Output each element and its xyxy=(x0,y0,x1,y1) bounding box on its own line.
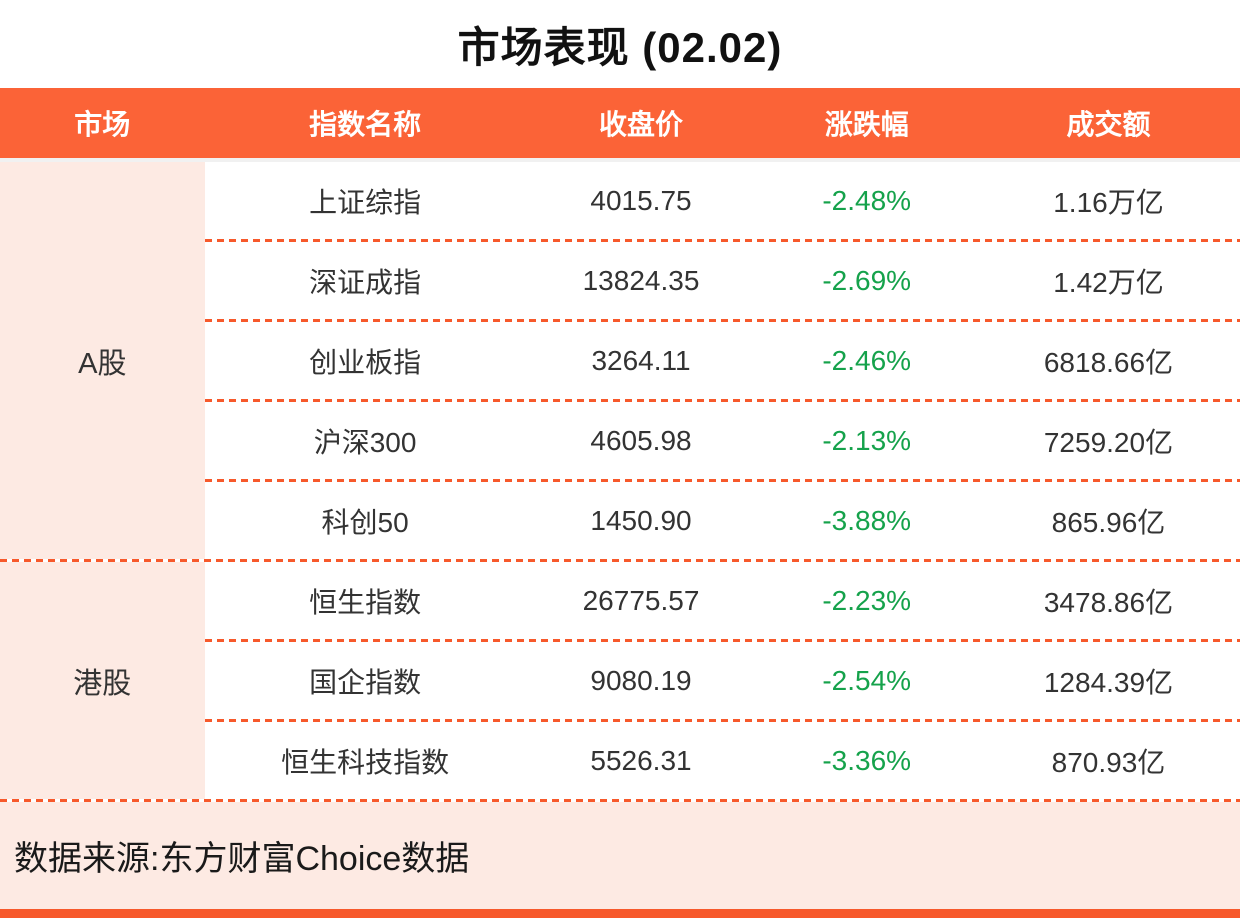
change-percent: -3.88% xyxy=(822,504,912,536)
turnover: 7259.20亿 xyxy=(1043,426,1174,458)
turnover: 3478.86亿 xyxy=(1043,586,1174,618)
index-name: 恒生指数 xyxy=(309,586,422,618)
row-divider xyxy=(204,319,1240,322)
table-row: 国企指数 9080.19 -2.54% 1284.39亿 xyxy=(205,642,1240,719)
section-divider xyxy=(0,559,1240,562)
table-row: 上证综指 4015.75 -2.48% 1.16万亿 xyxy=(205,162,1240,239)
column-header-change: 涨跌幅 xyxy=(824,109,909,140)
close-price: 4015.75 xyxy=(590,184,692,216)
turnover: 870.93亿 xyxy=(1051,746,1166,778)
row-divider xyxy=(204,399,1240,402)
turnover: 6818.66亿 xyxy=(1043,346,1174,378)
column-header-turnover: 成交额 xyxy=(1066,109,1151,140)
close-price: 1450.90 xyxy=(590,504,692,536)
header-divider xyxy=(0,158,1240,162)
column-header-close: 收盘价 xyxy=(599,109,684,140)
index-name: 上证综指 xyxy=(309,186,422,218)
table-body: A股 上证综指 4015.75 -2.48% 1.16万亿深证成指 13824.35 -2.… xyxy=(0,162,1240,802)
close-price: 9080.19 xyxy=(590,664,692,696)
data-source-label: 数据来源:东方财富Choice数据 xyxy=(14,840,470,878)
turnover: 1.42万亿 xyxy=(1053,266,1164,298)
close-price: 3264.11 xyxy=(591,344,691,376)
index-name: 科创50 xyxy=(321,506,409,538)
turnover: 865.96亿 xyxy=(1051,506,1166,538)
index-name: 国企指数 xyxy=(309,666,422,698)
table-row: 恒生科技指数 5526.31 -3.36% 870.93亿 xyxy=(205,722,1240,799)
row-divider xyxy=(204,639,1240,642)
section-rows: 上证综指 4015.75 -2.48% 1.16万亿深证成指 13824.35 -2.69… xyxy=(204,162,1240,559)
table-row: 沪深300 4605.98 -2.13% 7259.20亿 xyxy=(205,402,1240,479)
change-percent: -2.69% xyxy=(822,264,912,296)
index-name: 沪深300 xyxy=(313,426,417,458)
turnover: 1.16万亿 xyxy=(1053,186,1164,218)
change-percent: -3.36% xyxy=(822,744,912,776)
table-row: 科创50 1450.90 -3.88% 865.96亿 xyxy=(205,482,1240,559)
column-header-market: 市场 xyxy=(74,109,131,140)
table-row: 创业板指 3264.11 -2.46% 6818.66亿 xyxy=(205,322,1240,399)
market-section: A股 上证综指 4015.75 -2.48% 1.16万亿深证成指 13824.35 -2.… xyxy=(0,162,1240,559)
table-row: 深证成指 13824.35 -2.69% 1.42万亿 xyxy=(205,242,1240,319)
index-name: 深证成指 xyxy=(309,266,422,298)
column-header-name: 指数名称 xyxy=(309,109,422,140)
table-row: 恒生指数 26775.57 -2.23% 3478.86亿 xyxy=(205,562,1240,639)
table-header-row: 市场 指数名称 收盘价 涨跌幅 成交额 xyxy=(0,88,1240,158)
change-percent: -2.13% xyxy=(822,424,912,456)
close-price: 4605.98 xyxy=(590,424,692,456)
change-percent: -2.46% xyxy=(822,344,912,376)
market-section: 港股 恒生指数 26775.57 -2.23% 3478.86亿国企指数 9080.19 -… xyxy=(0,562,1240,799)
title-bar: 市场表现 (02.02) xyxy=(0,0,1240,88)
index-name: 创业板指 xyxy=(309,346,422,378)
change-percent: -2.23% xyxy=(822,584,912,616)
close-price: 26775.57 xyxy=(582,584,700,616)
page-title: 市场表现 (02.02) xyxy=(457,23,783,71)
index-name: 恒生科技指数 xyxy=(281,746,450,778)
change-percent: -2.54% xyxy=(822,664,912,696)
row-divider xyxy=(204,239,1240,242)
bottom-accent-bar xyxy=(0,909,1240,918)
footer: 数据来源:东方财富Choice数据 xyxy=(0,802,1240,909)
close-price: 5526.31 xyxy=(590,744,692,776)
market-label: 港股 xyxy=(0,562,205,799)
close-price: 13824.35 xyxy=(582,264,700,296)
change-percent: -2.48% xyxy=(822,184,912,216)
section-rows: 恒生指数 26775.57 -2.23% 3478.86亿国企指数 9080.19 -2.… xyxy=(204,562,1240,799)
section-divider xyxy=(0,799,1240,802)
turnover: 1284.39亿 xyxy=(1043,666,1174,698)
market-label: A股 xyxy=(0,162,205,559)
row-divider xyxy=(204,479,1240,482)
row-divider xyxy=(204,719,1240,722)
